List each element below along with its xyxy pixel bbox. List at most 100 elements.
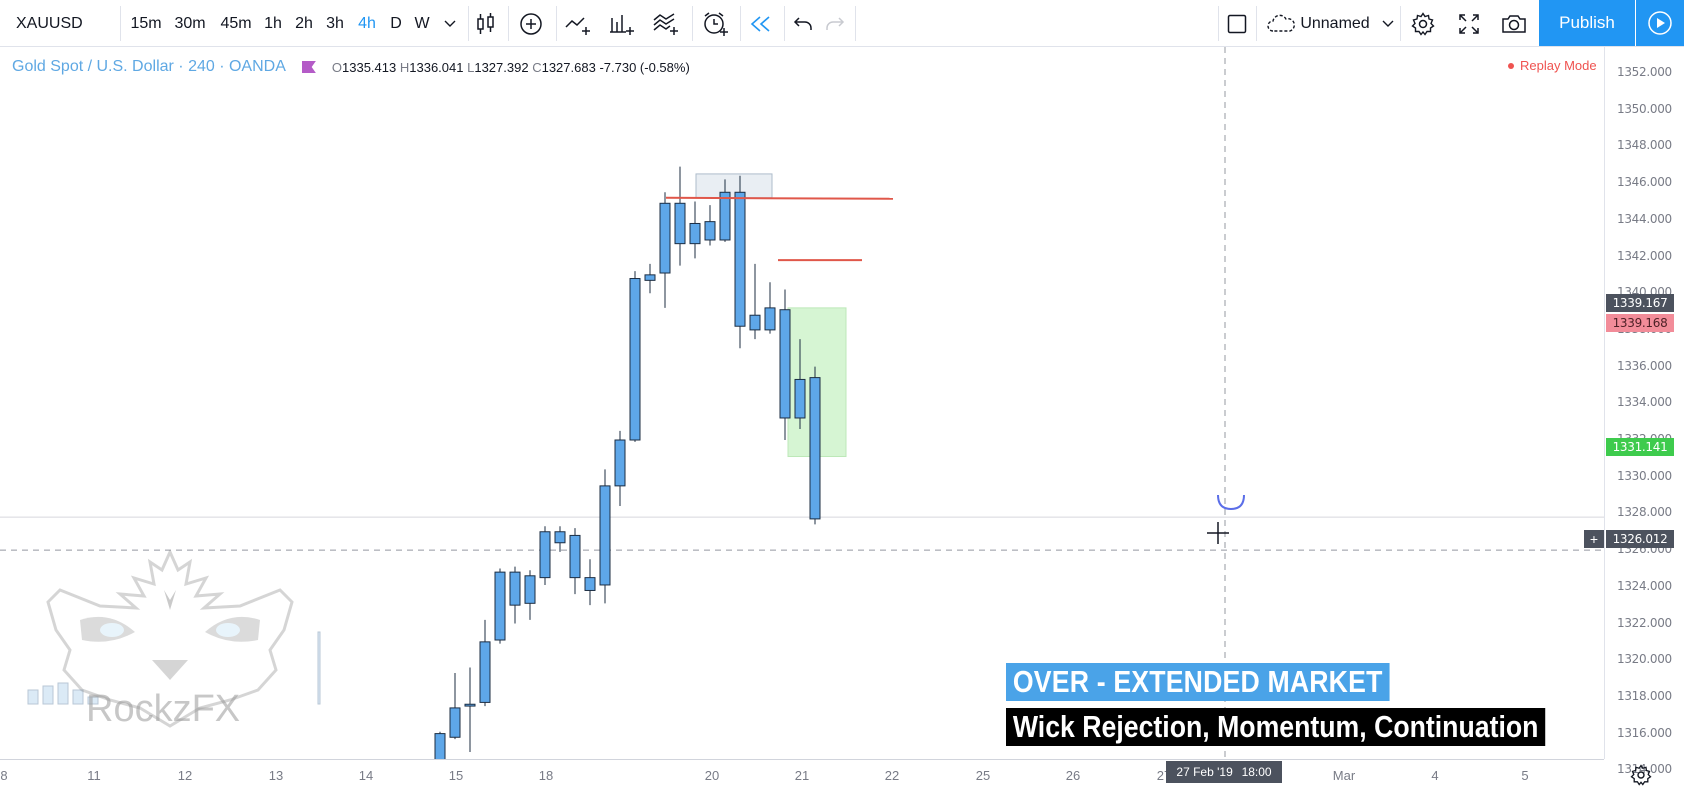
- time-tick-label: 12: [177, 768, 193, 783]
- time-tick-label: 11: [87, 768, 101, 783]
- replay-mode-label: Replay Mode: [1520, 58, 1597, 73]
- interval-15m[interactable]: 15m: [130, 14, 162, 32]
- low-key: L: [467, 59, 475, 75]
- time-tick-label: 22: [884, 768, 900, 783]
- flag-icon[interactable]: [301, 61, 316, 73]
- toolbar-divider: [1400, 6, 1401, 41]
- series-legend: Gold Spot / U.S. Dollar · 240 · OANDA O1…: [12, 57, 690, 77]
- series-title[interactable]: Gold Spot / U.S. Dollar · 240 · OANDA: [12, 58, 286, 75]
- volume-bar: [27, 689, 39, 705]
- interval-45m[interactable]: 45m: [220, 14, 252, 32]
- price-tick-label: 1328.000: [1617, 505, 1672, 520]
- high-value: 1336.041: [409, 59, 464, 75]
- financials-icon[interactable]: [606, 0, 640, 47]
- interval-1h[interactable]: 1h: [264, 14, 282, 32]
- open-value: 1335.413: [342, 59, 397, 75]
- chevron-down-icon[interactable]: [1380, 0, 1396, 47]
- top-toolbar: XAUUSD 15m 30m 45m 1h 2h 3h 4h D W: [0, 0, 1684, 47]
- candle-body: [494, 571, 506, 641]
- replay-mode-indicator: Replay Mode: [1508, 58, 1597, 73]
- candle-body: [749, 314, 761, 331]
- candle-body: [674, 202, 686, 245]
- price-tick-label: 1318.000: [1617, 688, 1672, 703]
- price-label-crosshair: 1326.012: [1606, 530, 1674, 548]
- add-price-plus-icon[interactable]: +: [1584, 530, 1604, 548]
- symbol-search[interactable]: XAUUSD: [16, 14, 83, 32]
- redo-icon[interactable]: [822, 0, 848, 47]
- layout-name[interactable]: Unnamed: [1300, 14, 1370, 32]
- time-axis[interactable]: 8 11 12 13 14 15 18 20 21 22 25 26 27 Mar 4 5: [0, 759, 1604, 794]
- price-tick-label: 1316.000: [1617, 725, 1672, 740]
- time-tick-label: 25: [975, 768, 991, 783]
- price-label-last: 1339.167: [1606, 294, 1674, 312]
- interval-3h[interactable]: 3h: [326, 14, 344, 32]
- ohlc-values: O1335.413 H1336.041 L1327.392 C1327.683 …: [332, 60, 690, 75]
- time-tick-label: 14: [358, 768, 374, 783]
- watermark-text: RockzFX: [86, 688, 241, 730]
- candle-body: [644, 274, 656, 281]
- replay-rewind-icon[interactable]: [746, 0, 776, 47]
- chevron-down-icon[interactable]: [440, 0, 460, 47]
- toolbar-divider: [468, 6, 469, 41]
- time-tick-label: 4: [1431, 768, 1439, 783]
- candle-body: [479, 641, 491, 703]
- undo-icon[interactable]: [790, 0, 816, 47]
- price-tick-label: 1350.000: [1617, 101, 1672, 116]
- interval-30m[interactable]: 30m: [174, 14, 206, 32]
- crosshair-date: 27 Feb '19: [1176, 765, 1233, 779]
- volume-bar: [57, 682, 69, 705]
- candle-body: [464, 703, 476, 707]
- caption-title: OVER - EXTENDED MARKET: [1006, 663, 1390, 701]
- volume-bar: [87, 696, 99, 705]
- fullscreen-square-icon[interactable]: [1226, 0, 1248, 47]
- gear-icon[interactable]: [1408, 0, 1438, 47]
- volume-bar: [42, 685, 54, 705]
- candle-body: [764, 307, 776, 331]
- tiger-logo-icon: [46, 550, 294, 728]
- publish-dropdown-button[interactable]: [1636, 0, 1684, 46]
- interval-d[interactable]: D: [390, 14, 402, 32]
- candle-body: [734, 191, 746, 327]
- alert-clock-icon[interactable]: [698, 0, 732, 47]
- candle-body: [554, 531, 566, 544]
- toolbar-divider: [784, 6, 785, 41]
- price-tick-label: 1344.000: [1617, 211, 1672, 226]
- candle-body: [614, 439, 626, 487]
- toolbar-divider: [556, 6, 557, 41]
- expand-icon[interactable]: [1454, 0, 1484, 47]
- compare-add-icon[interactable]: [516, 0, 546, 47]
- interval-4h[interactable]: 4h: [358, 14, 376, 32]
- price-axis[interactable]: 1352.000 1350.000 1348.000 1346.000 1344.000…: [1604, 47, 1684, 776]
- axis-settings-gear-icon[interactable]: [1630, 764, 1652, 786]
- volume-bar: [317, 631, 321, 705]
- low-value: 1327.392: [474, 59, 529, 75]
- candle-body: [584, 577, 596, 591]
- publish-button[interactable]: Publish: [1539, 0, 1635, 46]
- candle-body: [779, 309, 791, 419]
- price-tick-label: 1322.000: [1617, 615, 1672, 630]
- toolbar-divider: [1218, 6, 1219, 41]
- time-tick-label: 5: [1521, 768, 1529, 783]
- templates-icon[interactable]: [650, 0, 684, 47]
- price-tick-label: 1346.000: [1617, 175, 1672, 190]
- volume-bar: [72, 689, 84, 705]
- toolbar-divider: [120, 6, 121, 41]
- high-key: H: [399, 59, 410, 75]
- camera-icon[interactable]: [1498, 0, 1530, 47]
- candles-icon[interactable]: [472, 0, 500, 47]
- time-tick-label: 8: [0, 768, 8, 783]
- candle-body: [629, 278, 641, 441]
- price-label-green: 1331.141: [1606, 438, 1674, 456]
- candle-body: [689, 222, 701, 245]
- cloud-icon[interactable]: [1266, 0, 1296, 47]
- toolbar-divider: [855, 6, 856, 41]
- price-tick-label: 1334.000: [1617, 395, 1672, 410]
- chart-pane[interactable]: [0, 47, 1604, 759]
- indicators-icon[interactable]: [562, 0, 596, 47]
- candle-body: [794, 378, 806, 419]
- interval-w[interactable]: W: [414, 14, 430, 32]
- toolbar-divider: [1256, 6, 1257, 41]
- interval-2h[interactable]: 2h: [295, 14, 313, 32]
- candle-body: [434, 733, 446, 759]
- price-tick-label: 1320.000: [1617, 652, 1672, 667]
